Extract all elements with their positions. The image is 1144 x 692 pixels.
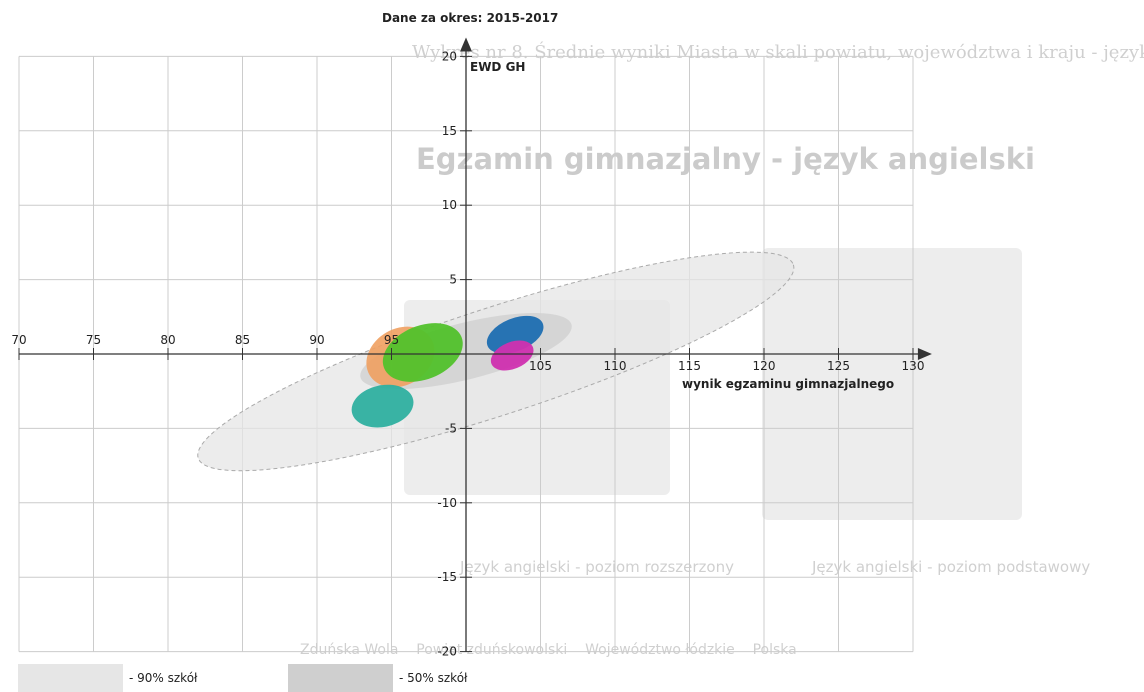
y-tick-label: -10	[437, 496, 457, 510]
x-tick-label: 95	[384, 333, 399, 347]
legend-label: - 90% szkół	[129, 671, 198, 685]
x-tick-label: 120	[753, 359, 776, 373]
x-tick-label: 130	[902, 359, 925, 373]
y-tick-label: 10	[442, 198, 457, 212]
x-tick-label: 85	[235, 333, 250, 347]
y-tick-label: -5	[445, 421, 457, 435]
legend-item-50: - 50% szkół	[288, 664, 467, 692]
legend-label: - 50% szkół	[399, 671, 468, 685]
x-tick-label: 80	[160, 333, 175, 347]
y-axis-title: EWD GH	[470, 60, 525, 74]
x-axis-title: wynik egzaminu gimnazjalnego	[682, 377, 894, 391]
school-ellipse	[490, 340, 534, 371]
chart-title: Dane za okres: 2015-2017	[382, 11, 558, 25]
axes	[19, 37, 932, 652]
y-axis-arrow	[460, 37, 472, 52]
legend-item-90: - 90% szkół	[18, 664, 197, 692]
x-tick-label: 70	[11, 333, 26, 347]
y-tick-label: 20	[442, 49, 457, 63]
legend-swatch	[18, 664, 123, 692]
y-tick-label: 5	[449, 273, 457, 287]
x-tick-label: 105	[529, 359, 552, 373]
x-tick-label: 115	[678, 359, 701, 373]
legend-swatch	[288, 664, 393, 692]
x-tick-label: 75	[86, 333, 101, 347]
y-tick-label: -20	[437, 645, 457, 659]
x-tick-label: 125	[827, 359, 850, 373]
x-axis-arrow	[917, 348, 932, 360]
school-ellipse	[351, 384, 414, 428]
y-tick-label: -15	[437, 570, 457, 584]
y-tick-label: 15	[442, 124, 457, 138]
school-ellipse	[382, 323, 463, 382]
x-tick-label: 110	[604, 359, 627, 373]
x-tick-label: 90	[309, 333, 324, 347]
school-ellipses	[197, 251, 795, 472]
